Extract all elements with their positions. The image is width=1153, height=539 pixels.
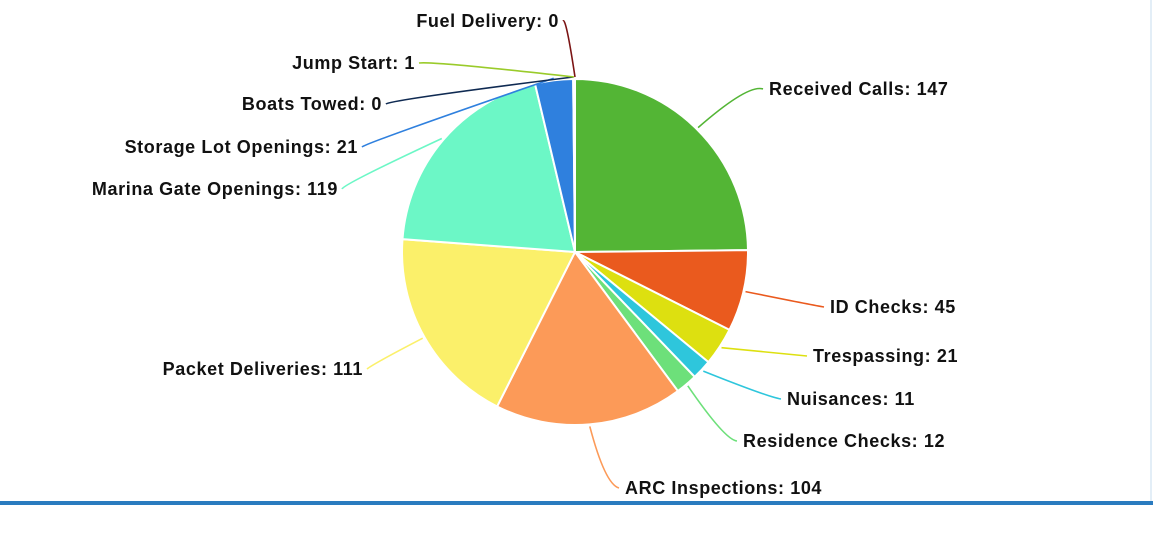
slice-label-packet-deliveries: Packet Deliveries: 111 <box>163 359 363 379</box>
leader-line-storage-lot-openings <box>361 77 554 148</box>
slice-label-jump-start: Jump Start: 1 <box>292 53 415 73</box>
slice-label-arc-inspections: ARC Inspections: 104 <box>625 478 822 498</box>
slice-label-nuisances: Nuisances: 11 <box>787 389 915 409</box>
pie-slice-marina-gate-openings <box>401 82 577 254</box>
slice-label-marina-gate-openings: Marina Gate Openings: 119 <box>92 179 338 199</box>
leader-line-jump-start <box>418 61 575 78</box>
slice-label-storage-lot-openings: Storage Lot Openings: 21 <box>125 137 358 157</box>
pie-slice-jump-start <box>572 77 576 253</box>
leader-line-arc-inspections <box>589 426 620 489</box>
pie-slice-received-calls <box>574 77 750 254</box>
slice-label-fuel-delivery: Fuel Delivery: 0 <box>416 11 559 31</box>
leader-line-residence-checks <box>687 385 738 442</box>
pie-slice-packet-deliveries <box>401 238 577 408</box>
leader-line-fuel-delivery <box>562 20 576 78</box>
leader-line-boats-towed <box>385 76 574 105</box>
slice-label-received-calls: Received Calls: 147 <box>769 79 949 99</box>
slice-label-residence-checks: Residence Checks: 12 <box>743 431 945 451</box>
frame-right-border <box>1150 0 1152 501</box>
section-divider <box>0 501 1153 505</box>
slice-label-trespassing: Trespassing: 21 <box>813 346 958 366</box>
leader-line-received-calls <box>697 87 764 129</box>
leader-line-nuisances <box>703 370 782 400</box>
leader-line-marina-gate-openings <box>341 137 443 190</box>
slice-label-id-checks: ID Checks: 45 <box>830 297 956 317</box>
leader-line-id-checks <box>745 290 825 308</box>
leader-line-trespassing <box>721 346 808 357</box>
slice-label-boats-towed: Boats Towed: 0 <box>242 94 382 114</box>
pie-chart-svg: Received Calls: 147 ID Checks: 45 Trespass… <box>92 11 958 498</box>
pie-slice-arc-inspections <box>495 250 680 426</box>
leader-line-packet-deliveries <box>366 337 424 370</box>
